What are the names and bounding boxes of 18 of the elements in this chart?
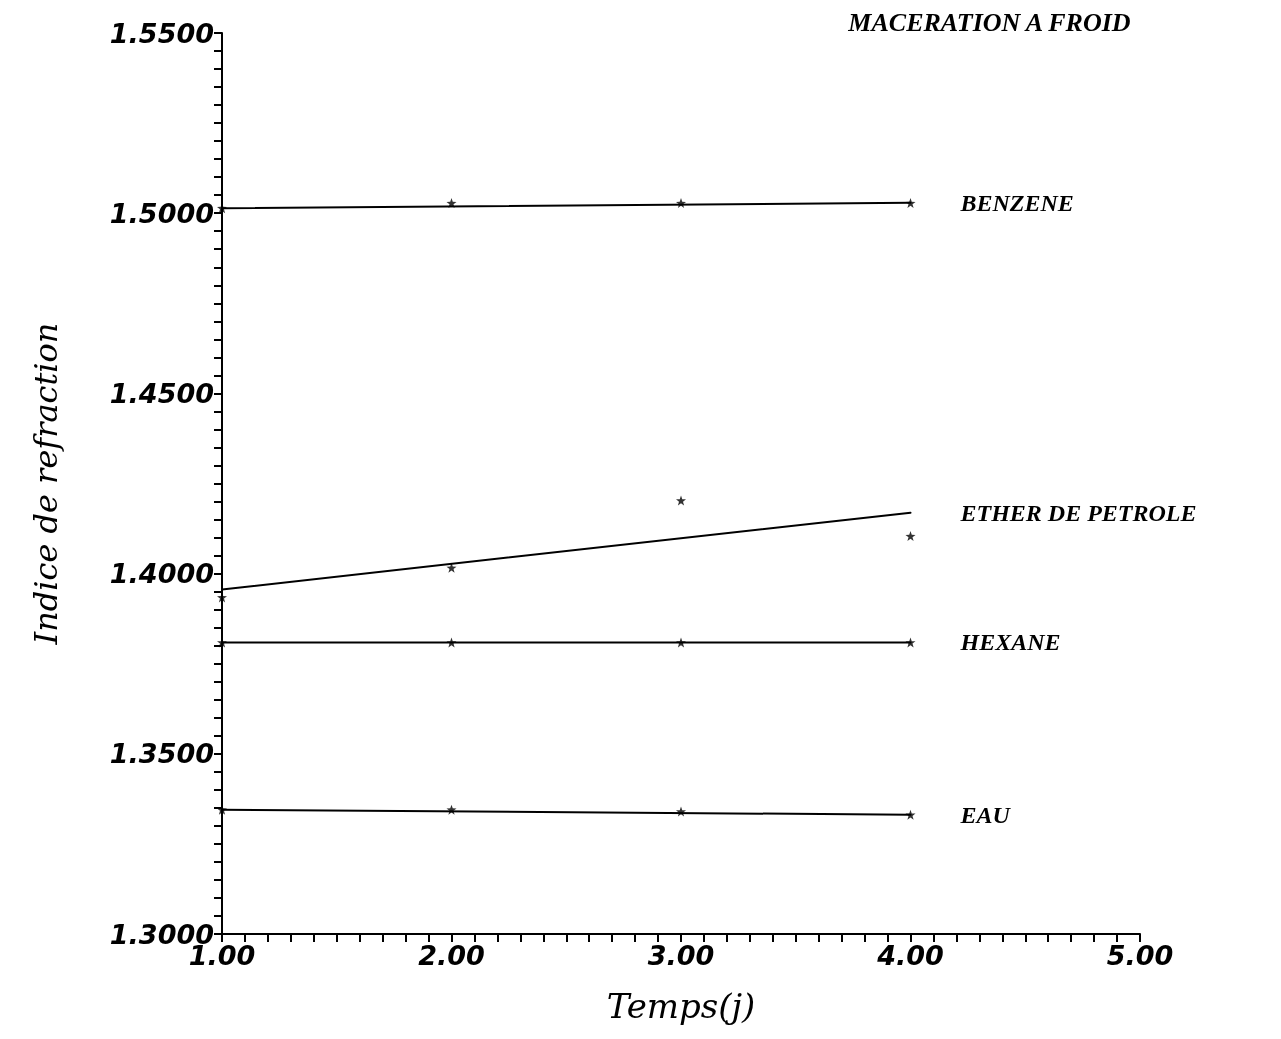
x-axis-title: Temps(j) bbox=[606, 986, 756, 1026]
x-tick-label: 3.00 bbox=[647, 940, 715, 971]
text: BENZENE bbox=[959, 189, 1074, 216]
text: ETHER DE PETROLE bbox=[959, 499, 1197, 526]
text: HEXANE bbox=[959, 629, 1061, 656]
y-tick-label: 1.4000 bbox=[109, 558, 214, 590]
y-tick-label: 1.5000 bbox=[109, 197, 214, 229]
point bbox=[905, 531, 916, 542]
y-axis-title: Indice de refraction bbox=[27, 322, 65, 646]
text: EAU bbox=[959, 801, 1012, 828]
y-tick-label: 1.5500 bbox=[109, 17, 214, 49]
y-tick-label: 1.3500 bbox=[109, 738, 214, 770]
x-tick-label: 2.00 bbox=[418, 940, 485, 971]
x-tick-label: 5.00 bbox=[1106, 940, 1174, 971]
chart-title: MACERATION A FROID bbox=[847, 7, 1131, 37]
point bbox=[676, 495, 686, 506]
y-tick-label: 1.4500 bbox=[109, 377, 214, 409]
x-tick-label: 4.00 bbox=[876, 940, 944, 971]
